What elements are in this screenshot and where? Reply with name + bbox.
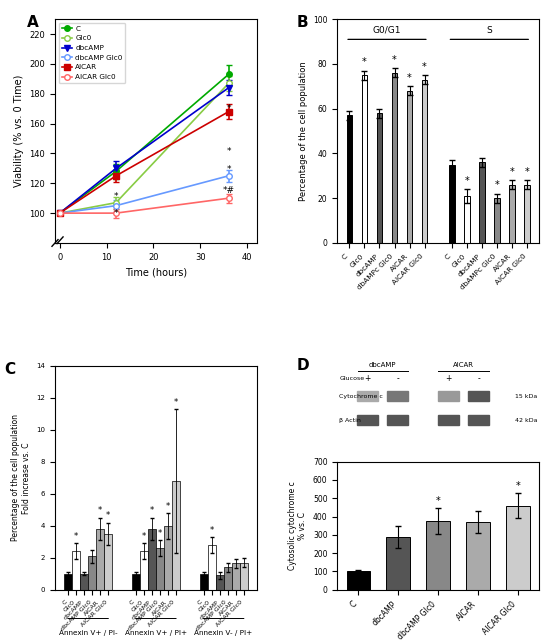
- Text: *: *: [226, 147, 231, 156]
- Bar: [148, 529, 156, 590]
- Text: A: A: [27, 15, 38, 29]
- Bar: [506, 506, 530, 590]
- Y-axis label: Cytosolic cytochrome c
% vs. C: Cytosolic cytochrome c % vs. C: [288, 481, 307, 570]
- Bar: [64, 574, 72, 590]
- Bar: [172, 481, 180, 590]
- Text: Annexin V+ / PI-: Annexin V+ / PI-: [59, 629, 117, 636]
- Text: *: *: [150, 506, 154, 515]
- Text: *: *: [142, 532, 146, 541]
- Text: *: *: [422, 62, 427, 72]
- Text: *: *: [407, 73, 412, 83]
- FancyBboxPatch shape: [468, 391, 489, 401]
- FancyBboxPatch shape: [438, 391, 459, 401]
- Bar: [140, 551, 148, 590]
- Text: *: *: [74, 532, 78, 541]
- Bar: [88, 556, 96, 590]
- Text: Cytochrome c: Cytochrome c: [339, 394, 383, 399]
- Y-axis label: Viability (% vs. 0 Time): Viability (% vs. 0 Time): [14, 75, 24, 187]
- Bar: [479, 162, 485, 243]
- Text: *: *: [106, 512, 110, 520]
- Text: *: *: [436, 497, 441, 506]
- FancyBboxPatch shape: [468, 415, 489, 425]
- FancyBboxPatch shape: [357, 415, 378, 425]
- Text: Annexin V- / PI+: Annexin V- / PI+: [195, 629, 252, 636]
- Bar: [386, 537, 410, 590]
- Text: *: *: [174, 398, 178, 407]
- Bar: [466, 522, 490, 590]
- Text: *: *: [114, 192, 118, 201]
- Bar: [208, 545, 216, 590]
- Text: dbcAMP: dbcAMP: [369, 362, 397, 369]
- Text: *: *: [98, 506, 102, 515]
- Text: *: *: [226, 165, 231, 174]
- Text: *: *: [362, 57, 367, 67]
- Bar: [524, 185, 530, 243]
- Bar: [72, 551, 80, 590]
- Bar: [377, 113, 382, 243]
- Text: B: B: [297, 15, 309, 29]
- Bar: [132, 574, 140, 590]
- FancyBboxPatch shape: [387, 415, 408, 425]
- FancyBboxPatch shape: [357, 391, 378, 401]
- Bar: [224, 567, 232, 590]
- Text: 42 kDa: 42 kDa: [515, 417, 537, 422]
- Bar: [392, 73, 398, 243]
- Text: *#: *#: [223, 187, 234, 196]
- Text: *: *: [210, 526, 214, 535]
- X-axis label: Time (hours): Time (hours): [125, 267, 187, 277]
- Bar: [216, 576, 224, 590]
- Text: -: -: [397, 374, 399, 383]
- Bar: [156, 548, 164, 590]
- Bar: [96, 529, 104, 590]
- Text: C: C: [4, 362, 16, 376]
- Text: Glucose: Glucose: [339, 376, 365, 381]
- Text: 15 kDa: 15 kDa: [515, 394, 537, 399]
- Bar: [346, 571, 370, 590]
- Text: *: *: [464, 176, 469, 186]
- Bar: [406, 91, 412, 243]
- Y-axis label: Percentage of the cell population: Percentage of the cell population: [299, 62, 307, 201]
- Bar: [232, 563, 240, 590]
- Text: *: *: [392, 55, 397, 65]
- Text: β Actin: β Actin: [339, 417, 361, 422]
- Text: D: D: [297, 358, 310, 373]
- Bar: [80, 574, 88, 590]
- Text: S: S: [486, 26, 492, 35]
- Bar: [104, 534, 112, 590]
- Bar: [426, 521, 450, 590]
- Text: *: *: [226, 104, 231, 113]
- FancyBboxPatch shape: [438, 415, 459, 425]
- Legend: C, Glc0, dbcAMP, dbcAMP Glc0, AICAR, AICAR Glc0: C, Glc0, dbcAMP, dbcAMP Glc0, AICAR, AIC…: [59, 23, 125, 83]
- Bar: [422, 79, 427, 243]
- Bar: [449, 165, 454, 243]
- Text: AICAR: AICAR: [453, 362, 474, 369]
- Text: *: *: [525, 167, 529, 177]
- Text: *: *: [509, 167, 514, 177]
- Text: -: -: [477, 374, 480, 383]
- Text: +: +: [365, 374, 371, 383]
- Text: *: *: [158, 529, 162, 538]
- Bar: [346, 115, 352, 243]
- FancyBboxPatch shape: [387, 391, 408, 401]
- Bar: [240, 563, 248, 590]
- Bar: [509, 185, 515, 243]
- Text: *: *: [494, 180, 499, 190]
- Text: G0/G1: G0/G1: [373, 26, 402, 35]
- Y-axis label: Percentage of the cell population
Fold increase vs. C: Percentage of the cell population Fold i…: [12, 414, 31, 542]
- Text: +: +: [445, 374, 452, 383]
- Text: *: *: [166, 502, 170, 511]
- Text: *: *: [515, 481, 520, 491]
- Bar: [361, 75, 367, 243]
- Bar: [464, 196, 470, 243]
- Bar: [164, 526, 172, 590]
- Text: *: *: [114, 208, 118, 217]
- Text: Annexin V+ / PI+: Annexin V+ / PI+: [125, 629, 187, 636]
- Bar: [200, 574, 208, 590]
- Bar: [494, 198, 500, 243]
